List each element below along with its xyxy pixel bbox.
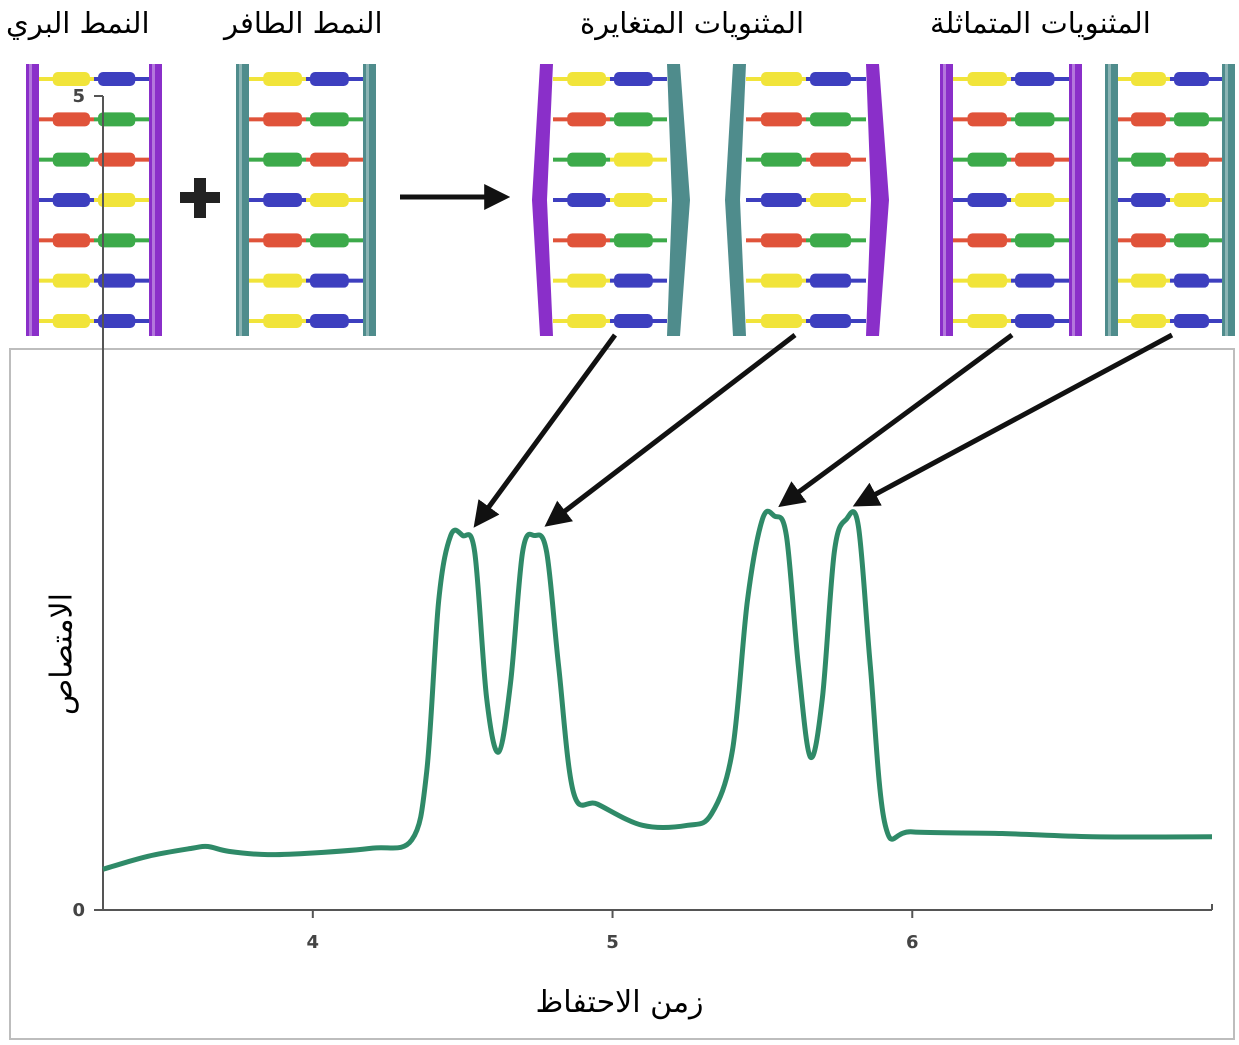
peak-arrow xyxy=(778,332,1014,508)
dna-diagrams xyxy=(26,64,1235,336)
homoduplex-label: المثنويات المتماثلة xyxy=(930,6,1151,40)
chart-frame xyxy=(9,348,1235,1040)
x-tick-label: 6 xyxy=(906,932,919,953)
wild-type-label: النمط البري xyxy=(6,6,150,40)
y-tick-label: 0 xyxy=(72,900,85,921)
peak-arrow xyxy=(473,333,618,528)
y-tick-label: 5 xyxy=(72,86,85,107)
absorbance-curve xyxy=(102,508,1213,872)
homoduplex-dna-mutant xyxy=(1105,64,1235,336)
wild-type-dna xyxy=(26,64,162,336)
heteroduplex-dna-2 xyxy=(725,64,889,336)
y-axis-title: الامتصاص xyxy=(44,593,80,715)
peak-arrow xyxy=(852,332,1174,507)
x-tick-label: 4 xyxy=(307,932,320,953)
homoduplex-dna-wild xyxy=(940,64,1082,336)
heteroduplex-label: المثنويات المتغايرة xyxy=(580,6,805,40)
plus-sign xyxy=(180,178,220,218)
chromatogram: 4 5 6 0 5 xyxy=(72,86,1213,953)
x-tick-label: 5 xyxy=(606,932,619,953)
peak-arrow xyxy=(544,333,797,527)
arrows xyxy=(400,184,1174,528)
heteroduplex-dna-1 xyxy=(532,64,690,336)
x-axis-title: زمن الاحتفاظ xyxy=(535,985,704,1020)
mutant-dna xyxy=(236,64,376,336)
mutant-label: النمط الطافر xyxy=(224,6,383,40)
